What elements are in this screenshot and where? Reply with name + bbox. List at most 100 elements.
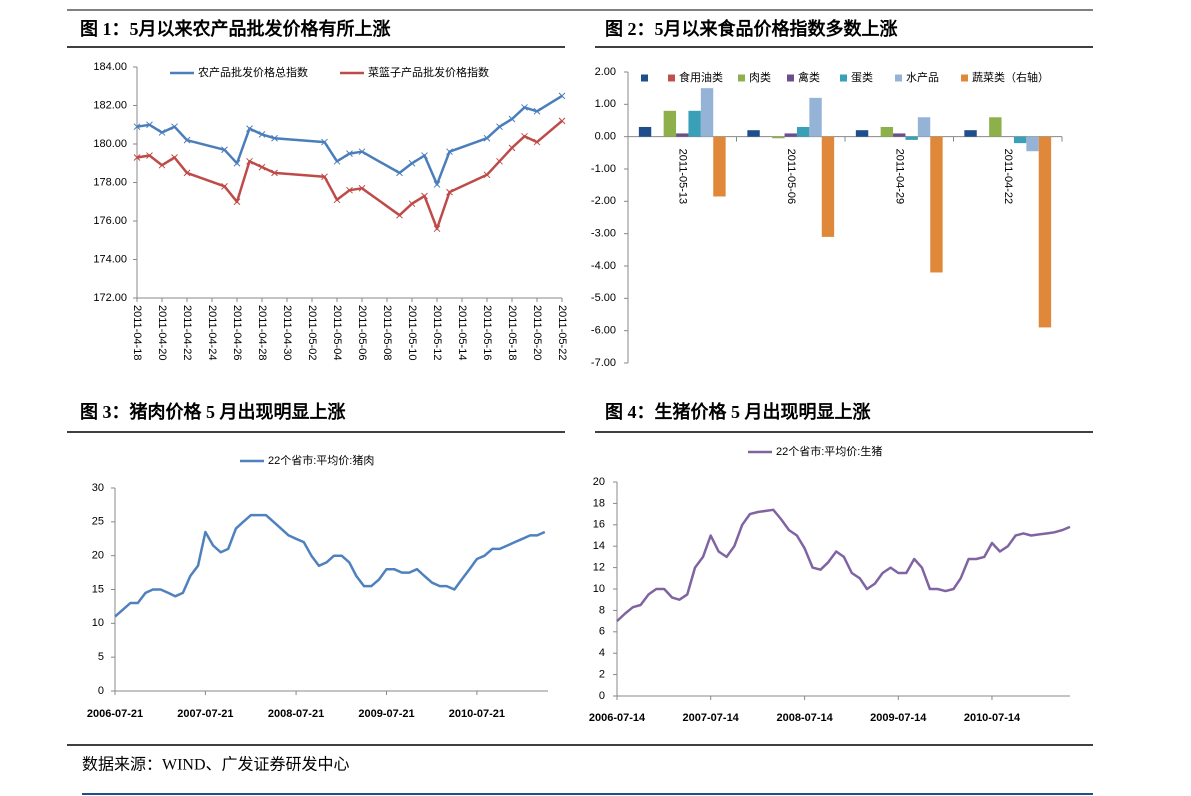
bar bbox=[772, 136, 785, 139]
marker bbox=[533, 138, 541, 146]
y-tick-label: 174.00 bbox=[93, 253, 127, 265]
bar bbox=[676, 133, 689, 137]
marker bbox=[533, 107, 541, 115]
y-tick-label: 10 bbox=[92, 617, 104, 629]
legend-swatch bbox=[641, 74, 648, 82]
y-tick-label: 18 bbox=[593, 497, 605, 509]
marker bbox=[146, 121, 153, 129]
bar bbox=[638, 126, 652, 137]
marker bbox=[333, 157, 341, 165]
marker bbox=[521, 104, 528, 111]
marker bbox=[246, 125, 253, 132]
marker bbox=[183, 136, 191, 144]
marker bbox=[483, 171, 491, 179]
bar bbox=[917, 117, 931, 137]
y-tick-label: -1.00 bbox=[591, 163, 616, 175]
y-tick-label: 8 bbox=[599, 604, 605, 616]
x-tick-label: 2010-07-14 bbox=[964, 712, 1021, 724]
x-tick-label: 2006-07-21 bbox=[87, 708, 143, 720]
line bbox=[616, 508, 1071, 623]
bar bbox=[747, 130, 760, 137]
y-tick-label: 20 bbox=[593, 476, 605, 488]
marker bbox=[171, 154, 178, 161]
bar bbox=[713, 136, 726, 197]
marker bbox=[321, 173, 328, 181]
x-tick-label: 2011-05-10 bbox=[406, 305, 418, 360]
y-tick-label: 15 bbox=[92, 583, 104, 595]
marker bbox=[408, 200, 416, 208]
legend-swatch bbox=[668, 74, 675, 82]
legend-label: 菜篮子产品批发价格指数 bbox=[368, 65, 489, 79]
marker bbox=[421, 152, 428, 159]
x-tick-label: 2011-05-06 bbox=[356, 305, 368, 360]
y-tick-label: 182.00 bbox=[93, 99, 127, 111]
marker bbox=[158, 161, 166, 169]
bar bbox=[880, 126, 894, 137]
legend-swatch bbox=[787, 74, 794, 82]
marker bbox=[271, 134, 278, 142]
legend-label: 禽类 bbox=[798, 70, 820, 84]
marker bbox=[233, 159, 241, 167]
y-tick-label: 10 bbox=[593, 583, 605, 595]
legend-label: 食用油类 bbox=[679, 70, 723, 84]
marker bbox=[508, 115, 516, 123]
marker bbox=[221, 182, 228, 190]
y-tick-label: 0 bbox=[98, 685, 104, 697]
marker bbox=[271, 169, 278, 177]
marker bbox=[258, 163, 266, 171]
marker bbox=[246, 157, 253, 165]
marker bbox=[433, 225, 441, 233]
y-tick-label: 30 bbox=[92, 482, 104, 494]
legend-label: 22个省市:平均价:生猪 bbox=[776, 444, 882, 458]
y-tick-label: -7.00 bbox=[591, 357, 616, 369]
x-tick-label: 2011-05-08 bbox=[381, 305, 393, 360]
legend-label: 水产品 bbox=[906, 70, 939, 84]
y-tick-label: 12 bbox=[593, 562, 605, 574]
x-tick-label: 2008-07-14 bbox=[776, 712, 833, 724]
marker bbox=[183, 169, 191, 177]
x-tick-label: 2007-07-14 bbox=[683, 712, 740, 724]
marker bbox=[446, 188, 453, 196]
y-tick-label: 16 bbox=[593, 519, 605, 531]
y-tick-label: 2.00 bbox=[595, 66, 616, 78]
bar bbox=[784, 133, 797, 137]
x-tick-label: 2011-05-02 bbox=[306, 305, 318, 360]
marker bbox=[158, 129, 166, 136]
marker bbox=[346, 186, 353, 194]
marker bbox=[133, 154, 141, 161]
x-tick-label: 2006-07-14 bbox=[589, 712, 646, 724]
marker bbox=[321, 138, 328, 146]
bar bbox=[905, 136, 918, 140]
x-tick-label: 2011-05-18 bbox=[506, 305, 518, 360]
bar bbox=[1038, 136, 1052, 328]
marker bbox=[496, 157, 503, 165]
x-tick-label: 2009-07-21 bbox=[358, 708, 414, 720]
bar bbox=[930, 136, 943, 273]
y-tick-label: 25 bbox=[92, 516, 104, 528]
bar bbox=[688, 110, 701, 137]
bar bbox=[700, 88, 714, 137]
line bbox=[114, 513, 546, 618]
marker bbox=[396, 211, 403, 219]
bar bbox=[796, 126, 810, 137]
line bbox=[136, 94, 563, 186]
marker bbox=[221, 146, 228, 154]
marker bbox=[346, 150, 353, 157]
x-tick-label: 2011-05-16 bbox=[481, 305, 493, 360]
marker bbox=[421, 192, 428, 200]
source: 数据来源：WIND、广发证券研发中心 bbox=[82, 756, 350, 774]
x-tick-label: 2011-04-22 bbox=[181, 305, 193, 360]
y-tick-label: -5.00 bbox=[591, 292, 616, 304]
legend-label: 农产品批发价格总指数 bbox=[198, 65, 308, 79]
marker bbox=[133, 123, 141, 131]
bar bbox=[989, 117, 1002, 137]
marker bbox=[521, 132, 528, 140]
marker bbox=[233, 198, 241, 206]
y-tick-label: 0 bbox=[599, 690, 605, 702]
x-tick-label: 2011-04-29 bbox=[893, 149, 905, 204]
x-tick-label: 2009-07-14 bbox=[870, 712, 927, 724]
legend-label: 肉类 bbox=[749, 70, 771, 84]
bar bbox=[964, 130, 977, 137]
x-tick-label: 2011-05-12 bbox=[431, 305, 443, 360]
y-tick-label: 180.00 bbox=[93, 138, 127, 150]
